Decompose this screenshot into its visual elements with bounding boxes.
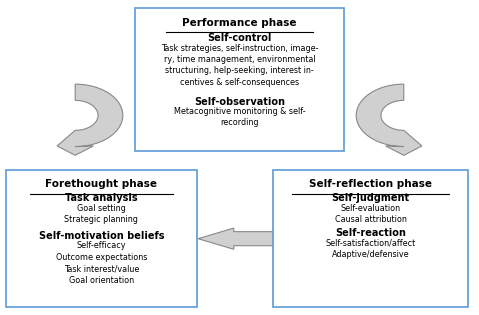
PathPatch shape [356, 84, 422, 155]
Text: Self-satisfaction/affect
Adaptive/defensive: Self-satisfaction/affect Adaptive/defens… [325, 238, 416, 259]
Text: Task analysis: Task analysis [65, 193, 137, 203]
Text: Self-motivation beliefs: Self-motivation beliefs [39, 231, 164, 241]
FancyBboxPatch shape [135, 8, 344, 151]
FancyBboxPatch shape [273, 170, 468, 307]
PathPatch shape [57, 84, 123, 155]
Text: Self-evaluation
Causal attribution: Self-evaluation Causal attribution [334, 204, 406, 224]
Text: Metacognitive monitoring & self-
recording: Metacognitive monitoring & self- recordi… [174, 107, 305, 127]
Text: Self-judgment: Self-judgment [331, 193, 410, 203]
Text: Performance phase: Performance phase [182, 18, 297, 28]
Text: Self-efficacy
Outcome expectations
Task interest/value
Goal orientation: Self-efficacy Outcome expectations Task … [56, 241, 147, 284]
Text: Goal setting
Strategic planning: Goal setting Strategic planning [65, 204, 138, 224]
Text: Self-reaction: Self-reaction [335, 228, 406, 238]
Text: Self-observation: Self-observation [194, 97, 285, 106]
Text: Self-control: Self-control [207, 33, 272, 43]
Text: Self-reflection phase: Self-reflection phase [309, 179, 432, 189]
PathPatch shape [198, 228, 274, 249]
Text: Forethought phase: Forethought phase [46, 179, 158, 189]
Text: Task strategies, self-instruction, image-
ry, time management, environmental
str: Task strategies, self-instruction, image… [161, 43, 318, 87]
FancyBboxPatch shape [6, 170, 197, 307]
